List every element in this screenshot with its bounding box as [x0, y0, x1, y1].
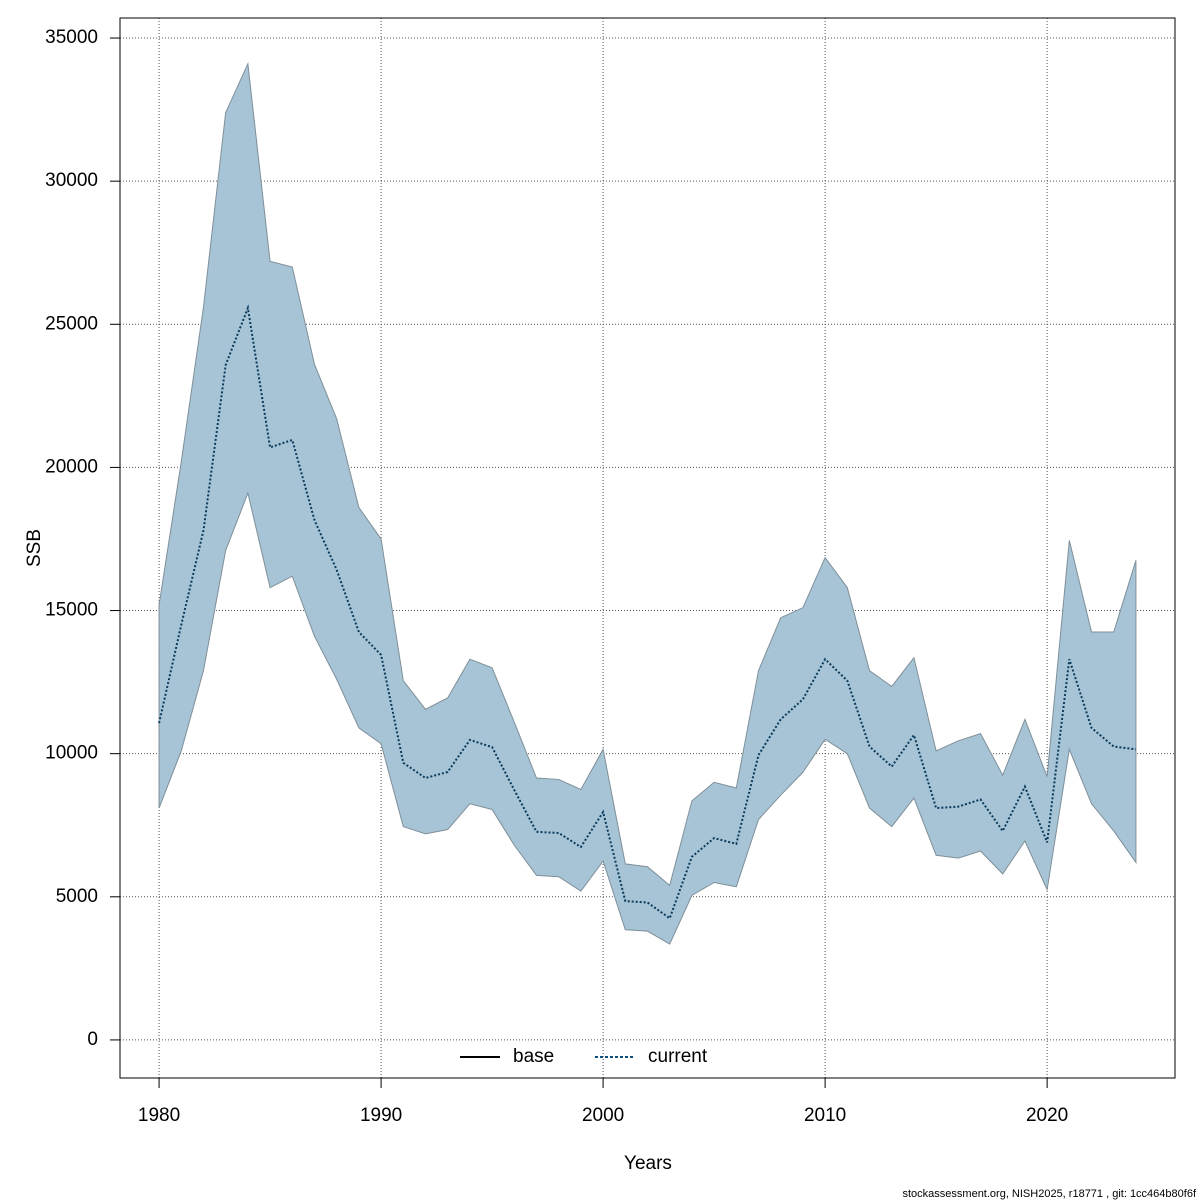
- plot-frame: [119, 17, 1176, 1079]
- x-tick-label: 2010: [804, 1105, 846, 1126]
- confidence-band: [158, 61, 1137, 945]
- y-tick-label: 25000: [45, 313, 98, 334]
- series-line: [158, 304, 1137, 920]
- y-tick-label: 35000: [45, 27, 98, 48]
- y-tick-label: 15000: [45, 600, 98, 621]
- y-tick-label: 20000: [45, 456, 98, 477]
- y-tick-label: 10000: [45, 743, 98, 764]
- x-tick-label: 2000: [582, 1105, 624, 1126]
- x-tick-label: 1980: [138, 1105, 180, 1126]
- legend-label: current: [648, 1046, 708, 1067]
- y-tick-label: 5000: [56, 886, 98, 907]
- y-tick-label: 30000: [45, 170, 98, 191]
- y-tick-label: 0: [87, 1029, 98, 1050]
- x-tick-label: 2020: [1026, 1105, 1068, 1126]
- footer: stockassessment.org, NISH2025, r18771 , …: [903, 1188, 1197, 1200]
- x-tick-label: 1990: [360, 1105, 402, 1126]
- legend-label: base: [513, 1046, 554, 1067]
- y-axis-label: SSB: [24, 529, 45, 567]
- x-axis-label: Years: [624, 1153, 672, 1174]
